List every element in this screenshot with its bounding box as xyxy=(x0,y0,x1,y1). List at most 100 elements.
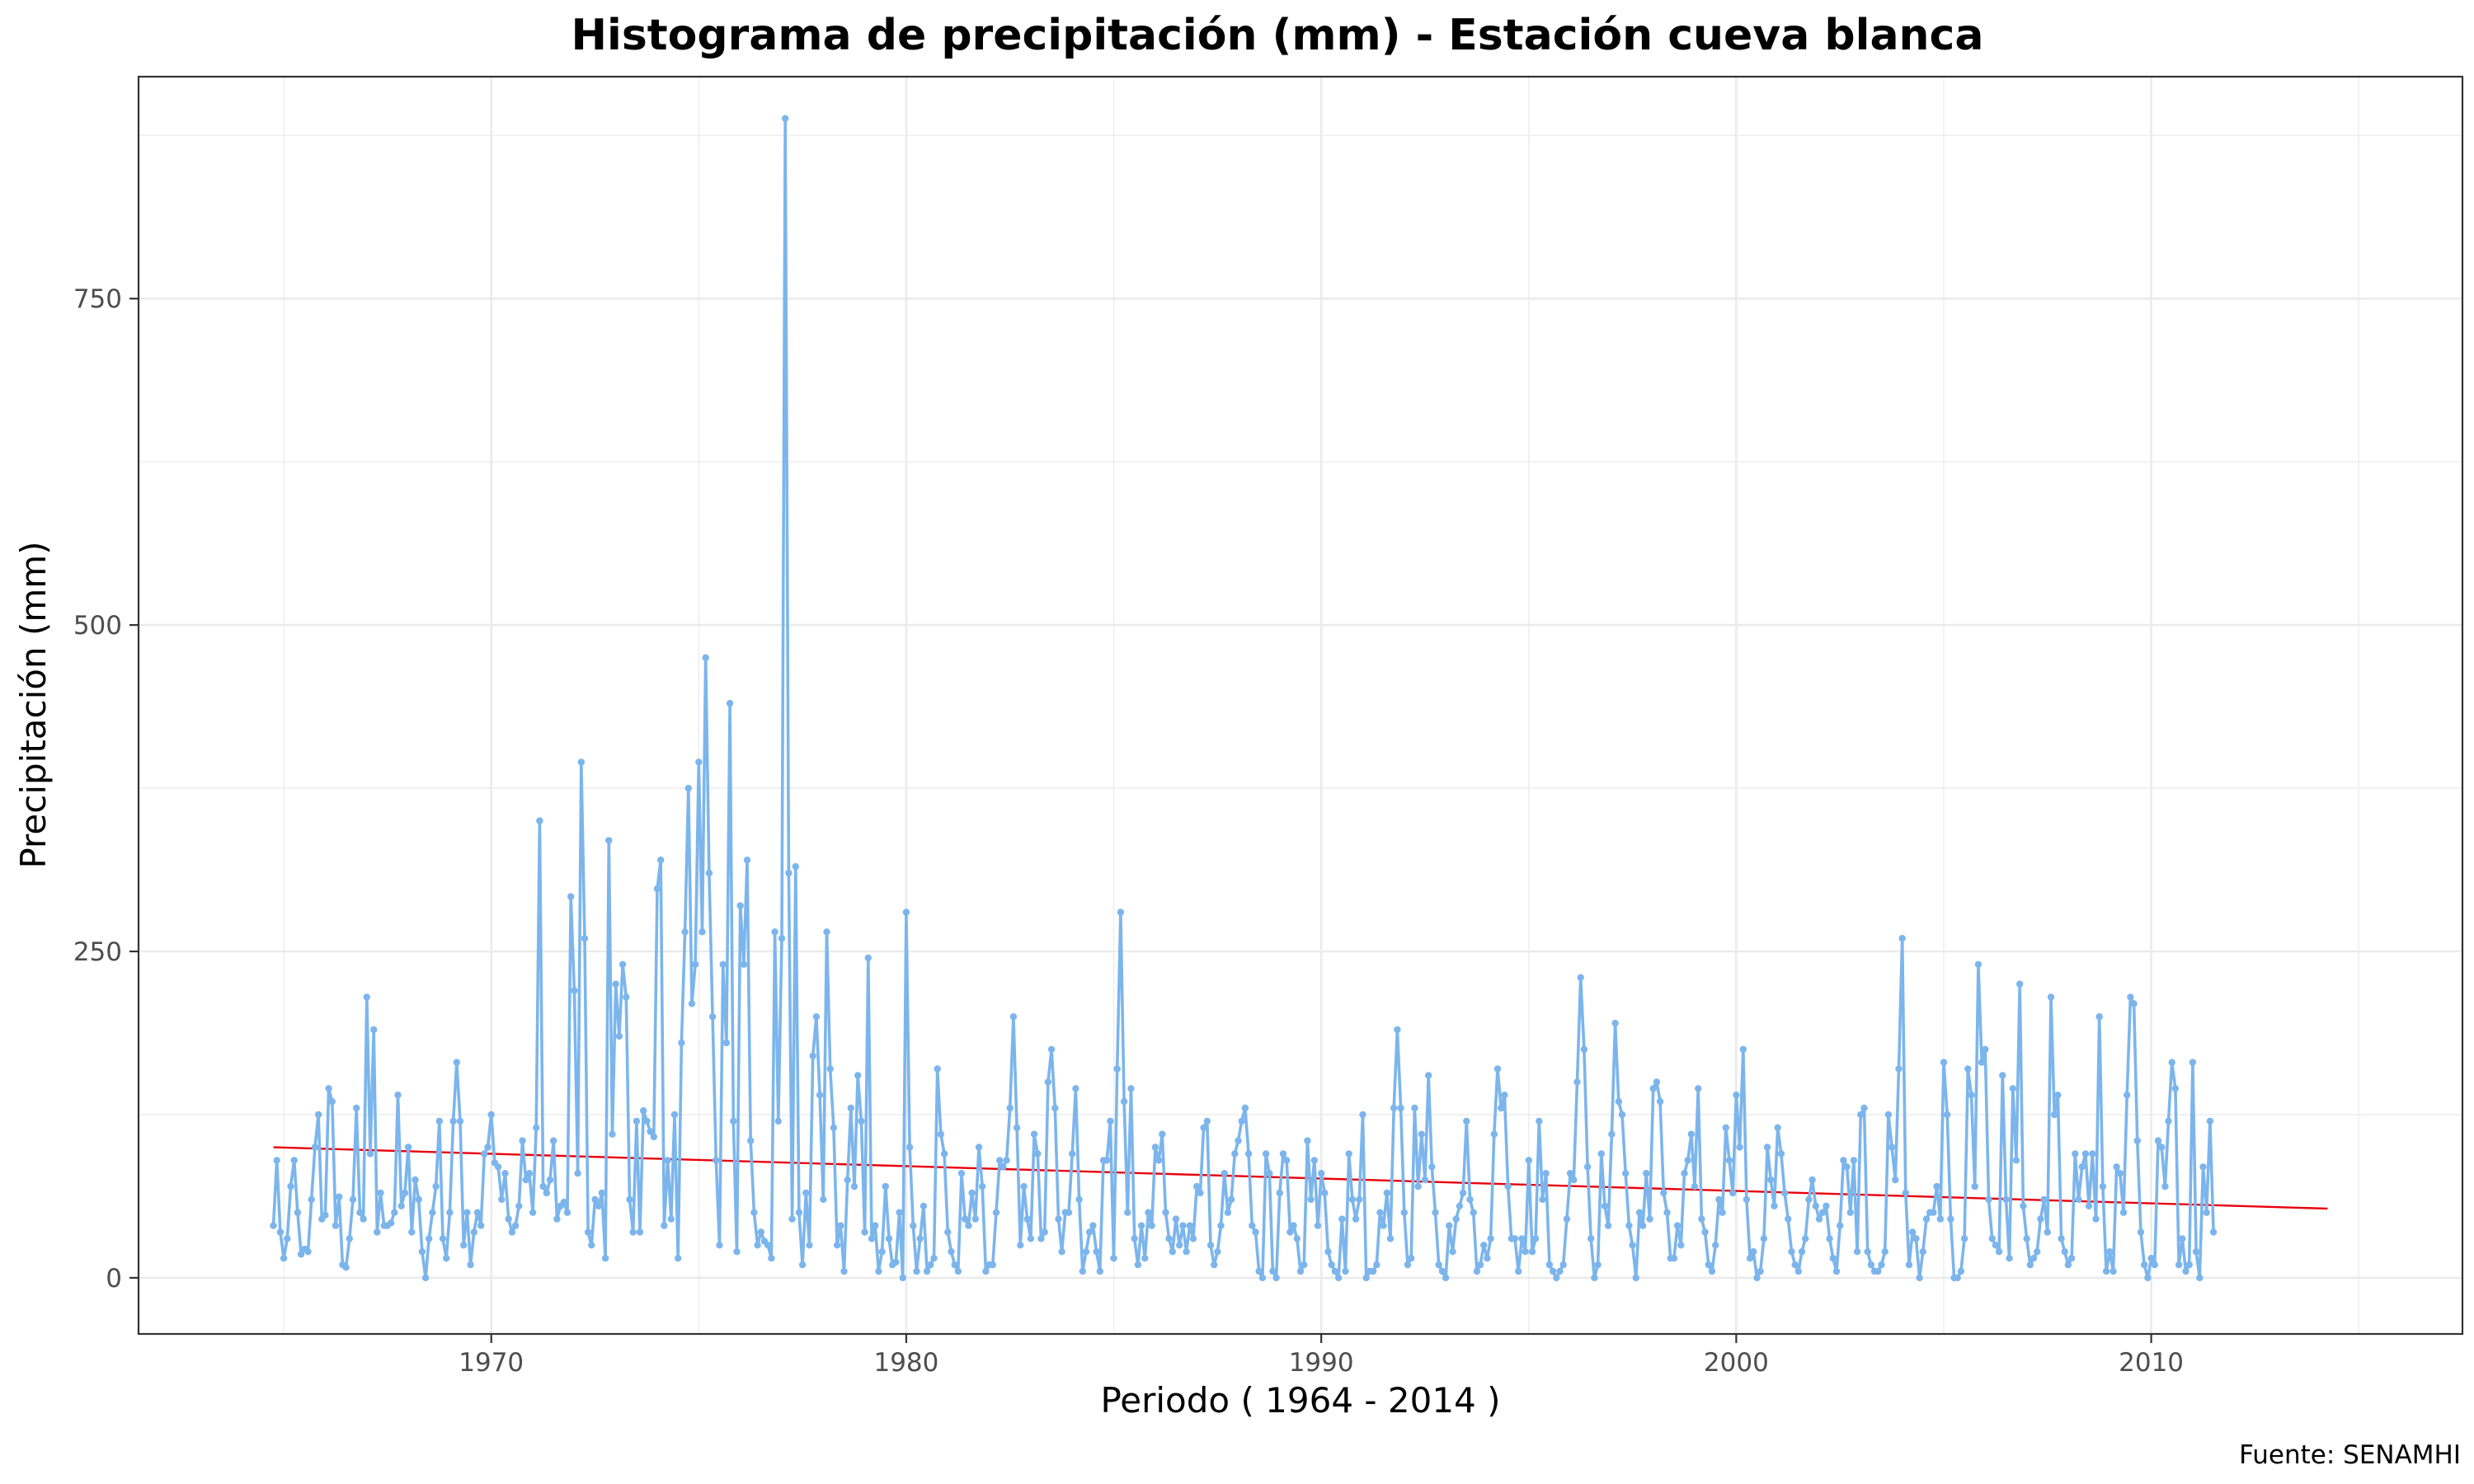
data-point xyxy=(1808,1176,1816,1184)
data-point xyxy=(1107,1117,1114,1125)
data-point xyxy=(653,885,661,893)
data-point xyxy=(356,1209,364,1216)
data-point xyxy=(1701,1228,1709,1236)
data-point xyxy=(1819,1209,1827,1216)
data-point xyxy=(1293,1235,1301,1242)
data-point xyxy=(1649,1085,1657,1092)
data-point xyxy=(1843,1163,1851,1171)
data-point xyxy=(979,1182,986,1190)
data-point xyxy=(1456,1202,1464,1210)
data-point xyxy=(1605,1222,1612,1229)
data-point xyxy=(826,1065,834,1073)
data-point xyxy=(1055,1215,1062,1223)
data-point xyxy=(823,928,830,936)
data-point xyxy=(1120,1097,1128,1106)
data-point xyxy=(1023,1215,1031,1223)
data-point xyxy=(2002,1195,2010,1204)
data-point xyxy=(910,1222,917,1229)
data-point xyxy=(1988,1235,1996,1242)
data-point xyxy=(1103,1157,1111,1164)
data-point xyxy=(2044,1228,2051,1236)
data-point xyxy=(1974,960,1982,969)
data-point xyxy=(698,928,706,936)
data-point xyxy=(1172,1215,1180,1223)
data-point xyxy=(1189,1235,1197,1242)
data-point xyxy=(2196,1274,2204,1282)
data-point xyxy=(1591,1274,1598,1282)
data-point xyxy=(421,1274,430,1282)
data-point xyxy=(1069,1150,1076,1158)
data-point xyxy=(1224,1209,1232,1216)
data-point xyxy=(1394,1026,1401,1034)
data-point xyxy=(605,837,613,844)
data-point xyxy=(954,1267,962,1275)
data-point xyxy=(764,1242,772,1249)
data-point xyxy=(1857,1111,1865,1119)
data-point xyxy=(2089,1150,2096,1158)
data-point xyxy=(688,1000,696,1007)
data-point xyxy=(1310,1157,1319,1164)
data-point xyxy=(1916,1274,1923,1282)
data-point xyxy=(284,1235,291,1242)
data-point xyxy=(1044,1078,1052,1086)
data-point xyxy=(2106,1248,2114,1256)
data-point xyxy=(740,960,748,969)
data-point xyxy=(1677,1242,1685,1249)
data-point xyxy=(1127,1085,1135,1092)
data-point xyxy=(1490,1130,1498,1138)
data-point xyxy=(916,1235,924,1242)
data-point xyxy=(276,1228,285,1236)
data-point xyxy=(1892,1176,1899,1184)
data-point xyxy=(1262,1150,1270,1158)
data-point xyxy=(1611,1019,1619,1027)
data-point xyxy=(1369,1267,1377,1275)
data-point xyxy=(533,1124,540,1132)
data-point xyxy=(394,1092,402,1099)
data-point xyxy=(691,960,699,969)
data-point xyxy=(1110,1255,1117,1262)
data-point xyxy=(1881,1248,1888,1256)
data-point xyxy=(2081,1150,2090,1158)
data-point xyxy=(325,1085,332,1092)
data-point xyxy=(1864,1248,1871,1256)
data-point xyxy=(1334,1274,1343,1282)
data-point xyxy=(923,1267,931,1275)
data-point xyxy=(270,1222,277,1229)
data-point xyxy=(1383,1189,1391,1197)
data-point xyxy=(273,1157,280,1164)
data-point xyxy=(1328,1261,1335,1269)
data-point xyxy=(2054,1092,2062,1099)
data-point xyxy=(1653,1078,1661,1086)
data-point xyxy=(1296,1267,1305,1275)
data-point xyxy=(885,1235,893,1242)
x-tick-label: 2000 xyxy=(1704,1348,1769,1378)
x-tick-label: 1980 xyxy=(873,1348,938,1378)
data-point xyxy=(684,784,692,792)
data-point xyxy=(2085,1202,2093,1210)
data-point xyxy=(1695,1085,1702,1092)
data-point xyxy=(1027,1235,1035,1242)
data-point xyxy=(1314,1222,1322,1229)
data-point xyxy=(2147,1255,2155,1262)
data-point xyxy=(1169,1248,1177,1256)
data-point xyxy=(1117,909,1125,916)
data-point xyxy=(571,987,578,994)
data-point xyxy=(404,1144,412,1151)
data-point xyxy=(1072,1085,1079,1092)
data-point xyxy=(809,1052,816,1059)
data-point xyxy=(1559,1261,1567,1269)
data-point xyxy=(647,1128,654,1135)
data-point xyxy=(1096,1267,1104,1275)
data-point xyxy=(1183,1248,1190,1256)
data-point xyxy=(1131,1235,1138,1242)
data-point xyxy=(529,1209,537,1216)
data-point xyxy=(304,1248,312,1256)
data-point xyxy=(563,1209,571,1216)
data-point xyxy=(1030,1130,1038,1138)
data-point xyxy=(1722,1124,1729,1132)
data-point xyxy=(336,1193,343,1200)
data-point xyxy=(757,1228,764,1236)
data-point xyxy=(806,1242,813,1249)
data-point xyxy=(1539,1195,1546,1204)
data-point xyxy=(426,1235,433,1242)
